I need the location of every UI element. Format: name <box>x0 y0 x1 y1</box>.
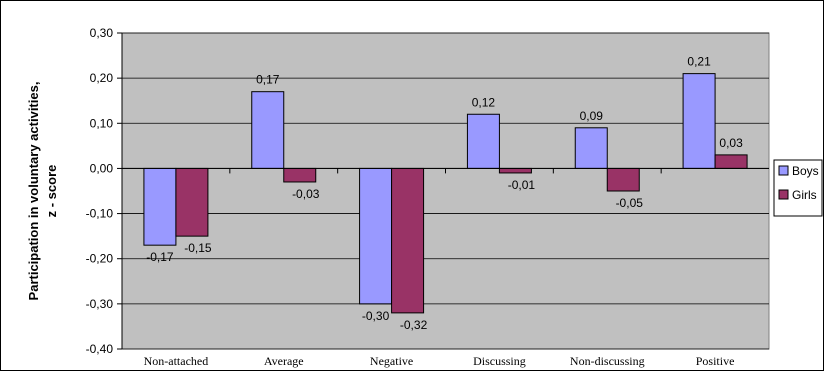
data-label: -0,17 <box>146 250 174 264</box>
bar-boys-average <box>251 91 285 169</box>
legend-label: Boys <box>792 164 819 178</box>
bars <box>143 73 748 314</box>
legend-label: Girls <box>792 188 817 202</box>
data-label: -0,32 <box>400 318 428 332</box>
y-tick-label: 0,00 <box>90 161 114 175</box>
legend-swatch <box>778 189 789 200</box>
bar-boys-negative <box>359 167 393 305</box>
bar-boys-non-attached <box>143 167 177 246</box>
y-tick-label: 0,20 <box>90 71 114 85</box>
y-axis-title: Participation in voluntary activities, z … <box>26 82 59 301</box>
data-label: -0,05 <box>616 196 644 210</box>
x-tick-label: Non-discussing <box>570 354 645 368</box>
y-tick-label: 0,10 <box>90 116 114 130</box>
data-label: -0,15 <box>184 241 212 255</box>
gridlines <box>122 32 769 350</box>
y-axis-title-line: Participation in voluntary activities, <box>26 82 41 301</box>
data-label: 0,09 <box>580 109 604 123</box>
bar-girls-average <box>283 167 317 183</box>
y-tick-label: -0,20 <box>86 252 114 266</box>
bar-boys-discussing <box>466 113 500 169</box>
data-label: 0,21 <box>687 55 711 69</box>
data-label: -0,03 <box>292 187 320 201</box>
y-tick-label: -0,40 <box>86 342 114 356</box>
data-label: -0,30 <box>362 309 390 323</box>
x-tick-label: Positive <box>696 354 735 368</box>
bar-girls-positive <box>714 154 748 169</box>
y-tick-label: -0,30 <box>86 297 114 311</box>
data-label: -0,01 <box>508 178 536 192</box>
bar-girls-negative <box>391 167 425 314</box>
bar-girls-non-attached <box>175 167 209 237</box>
data-label: 0,12 <box>472 95 496 109</box>
axes: 0,30 0,20 0,10 0,00 -0,10 -0,20 -0,30 -0,40 Non-… <box>86 26 769 368</box>
legend-swatch <box>778 165 789 176</box>
y-tick-label: -0,10 <box>86 207 114 221</box>
bar-boys-non-discussing <box>574 127 608 169</box>
x-tick-label: Average <box>264 354 304 368</box>
bar-girls-discussing <box>498 167 532 174</box>
x-tick-label: Discussing <box>473 354 526 368</box>
data-label: 0,17 <box>256 73 280 87</box>
bar-girls-non-discussing <box>606 167 640 192</box>
x-tick-label: Negative <box>370 354 413 368</box>
plot-area <box>121 32 770 350</box>
data-labels: -0,17 -0,15 0,17 -0,03 -0,30 -0,32 0,12 -0,01 0,… <box>146 55 743 332</box>
y-tick-label: 0,30 <box>90 26 114 40</box>
bar-boys-positive <box>682 73 716 169</box>
data-label: 0,03 <box>719 136 743 150</box>
legend: Boys Girls <box>773 159 823 217</box>
y-axis-title-line: z - score <box>44 165 59 218</box>
x-tick-label: Non-attached <box>144 354 209 368</box>
